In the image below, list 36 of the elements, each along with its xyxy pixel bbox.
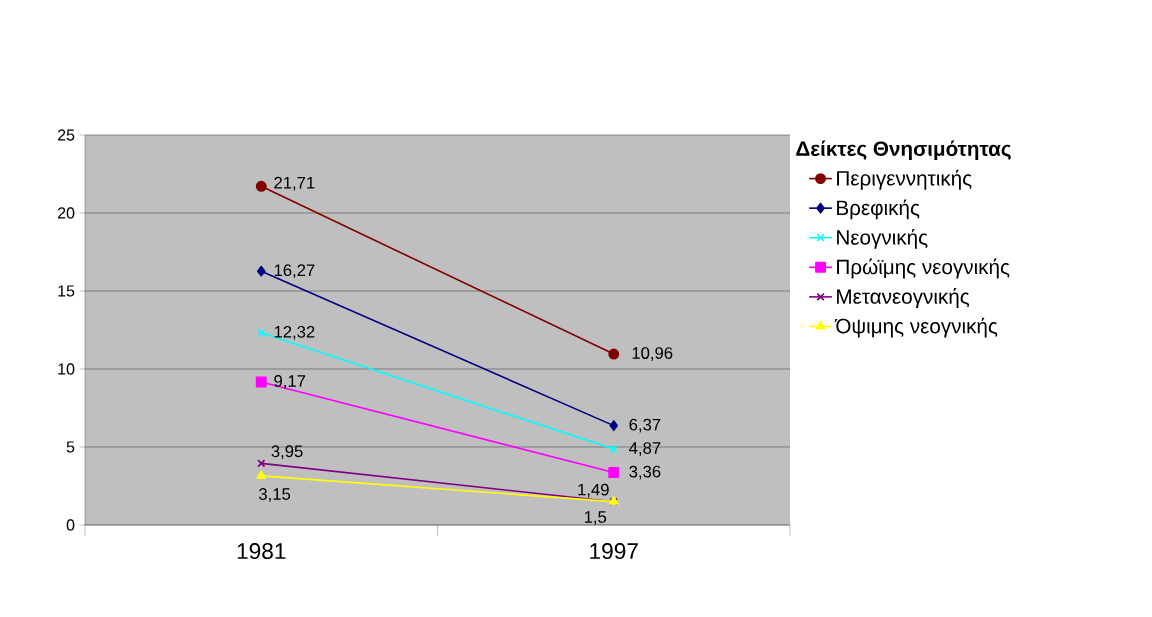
- data-label: 1,5: [584, 511, 607, 525]
- data-label: 21,71: [274, 176, 315, 191]
- data-label: 6,37: [629, 418, 661, 433]
- data-label: 12,32: [274, 325, 315, 340]
- y-tick-label: 25: [57, 129, 75, 141]
- point: [257, 459, 266, 468]
- point: [608, 348, 620, 360]
- point: [608, 467, 620, 479]
- legend-label: Όψιμης νεογνικής: [834, 317, 998, 338]
- y-tick-label: 20: [57, 207, 75, 219]
- data-label: 3,15: [259, 488, 291, 502]
- y-tick-label: 5: [66, 441, 75, 453]
- point: [255, 376, 267, 388]
- x-tick-label: 1997: [590, 543, 638, 560]
- data-label: 16,27: [274, 264, 315, 279]
- y-tick-label: 0: [66, 519, 75, 531]
- legend-label: Μετανεογνικής: [837, 288, 970, 308]
- data-label: 3,95: [271, 445, 303, 460]
- point: [609, 420, 619, 432]
- legend-label: Νεογνικής: [837, 228, 928, 249]
- legend-label: Περιγεννητικής: [837, 169, 972, 190]
- data-label: 4,87: [629, 442, 661, 456]
- y-tick-label: 15: [58, 285, 75, 297]
- legend-label: Βρεφικής: [837, 199, 920, 220]
- point: [255, 180, 267, 192]
- legend-title: Δείκτες Θνησιμότητας: [796, 140, 1011, 161]
- point: [256, 265, 266, 277]
- point: [257, 328, 266, 337]
- point: [609, 444, 618, 454]
- data-label: 10,96: [632, 347, 673, 361]
- data-label: 9,17: [274, 375, 306, 389]
- y-tick-label: 10: [58, 363, 75, 375]
- data-label: 1,49: [578, 483, 609, 498]
- data-label: 3,36: [629, 465, 661, 480]
- legend-label: Πρώϊμης νεογνικής: [837, 258, 1010, 279]
- x-tick-label: 1981: [237, 543, 286, 560]
